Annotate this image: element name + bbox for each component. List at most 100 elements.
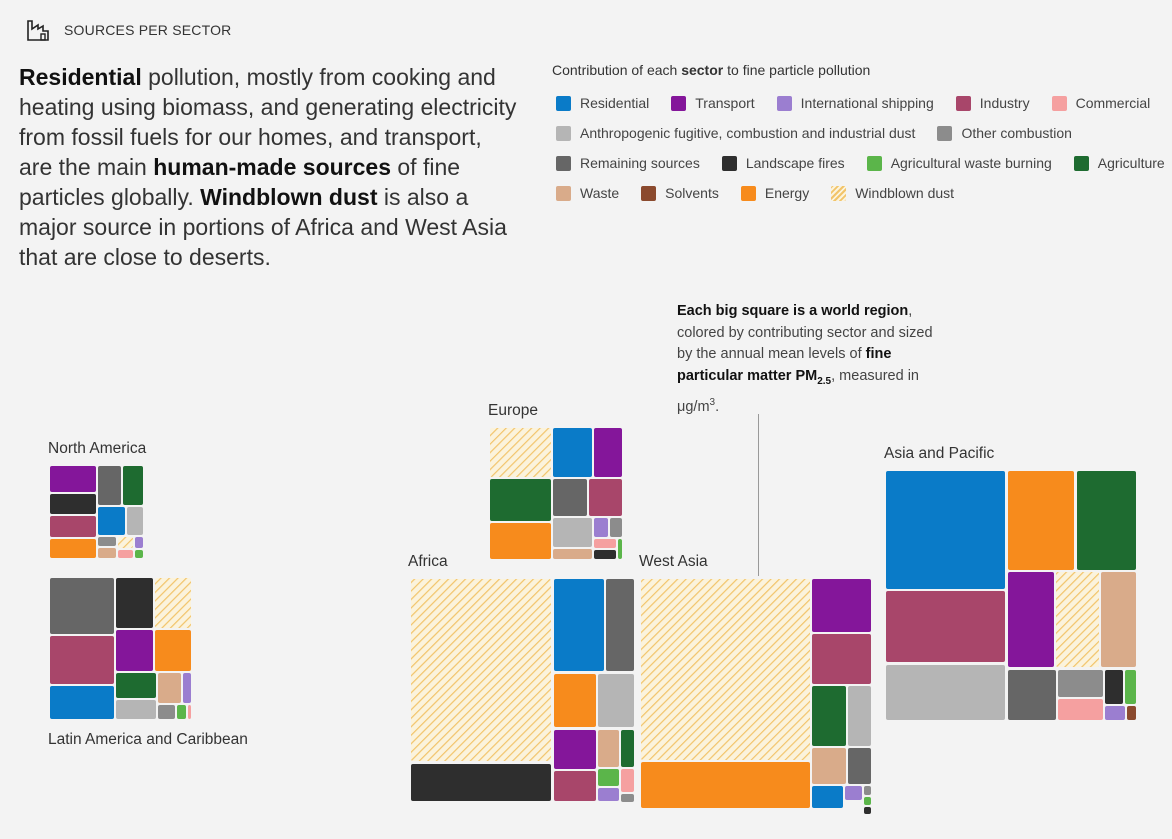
tile-africa-shipping [598, 788, 619, 801]
tile-asia-and-pacific-landscape [1105, 670, 1123, 704]
tile-west-asia-agwaste [864, 797, 871, 805]
legend-item-landscape: Landscape fires [718, 155, 845, 171]
tile-europe-industry [589, 479, 622, 516]
legend-title-post: to fine particle pollution [723, 62, 871, 78]
chart-annotation: Each big square is a world region, color… [677, 301, 937, 418]
legend-item-commercial: Commercial [1048, 95, 1151, 111]
legend-label: Agriculture [1097, 155, 1165, 171]
annotation-pm: fine particular matter PM [677, 346, 892, 384]
legend-item-transport: Transport [667, 95, 755, 111]
tile-europe-windblown [490, 428, 551, 477]
legend-swatch-windblown [831, 185, 847, 201]
legend-item-solvents: Solvents [637, 185, 719, 201]
region-label-africa: Africa [408, 553, 448, 570]
region-label-latin-america: Latin America and Caribbean [48, 731, 248, 748]
tile-asia-and-pacific-windblown [1056, 572, 1099, 667]
tile-europe-transport [594, 428, 622, 477]
legend-item-waste: Waste [552, 185, 619, 201]
legend-rows: Residential Transport International shippi… [552, 88, 1165, 208]
legend-item-industry: Industry [952, 95, 1030, 111]
tile-latin-america-and-caribbean-transport [116, 630, 153, 671]
legend-label: Energy [764, 185, 810, 201]
legend-item-shipping: International shipping [773, 95, 934, 111]
region-label-west-asia: West Asia [639, 553, 708, 570]
legend-row: Remaining sources Landscape fires Agricult… [552, 148, 1165, 178]
legend-label: Anthropogenic fugitive, combustion and i… [580, 125, 916, 141]
legend-row: Anthropogenic fugitive, combustion and i… [552, 118, 1162, 148]
legend-item-remaining: Remaining sources [552, 155, 700, 171]
tile-west-asia-energy [641, 762, 810, 808]
tile-africa-industry [554, 771, 596, 801]
tile-north-america-shipping [135, 537, 143, 548]
legend-label: Residential [580, 95, 650, 111]
tile-west-asia-shipping [845, 786, 862, 800]
tile-europe-remaining [553, 479, 587, 516]
legend-label: Commercial [1075, 95, 1151, 111]
tile-latin-america-and-caribbean-anthro [116, 700, 156, 719]
region-label-north-america: North America [48, 440, 147, 457]
treemap-africa [411, 579, 634, 802]
legend-swatch-anthro [556, 125, 571, 141]
treemap-north-america [50, 466, 143, 558]
legend-row: Residential Transport International shippi… [552, 88, 1162, 118]
tile-europe-agriculture [490, 479, 551, 521]
legend-label: Transport [695, 95, 755, 111]
legend-swatch-remaining [556, 155, 571, 171]
tile-europe-commercial [594, 539, 616, 548]
legend-title: Contribution of each sector to fine part… [552, 62, 1162, 78]
tile-asia-and-pacific-agwaste [1125, 670, 1136, 704]
tile-west-asia-windblown [641, 579, 810, 760]
tile-west-asia-industry [812, 634, 871, 684]
tile-africa-transport [554, 730, 596, 769]
legend-label: Waste [580, 185, 620, 201]
tile-west-asia-anthro [848, 686, 871, 746]
legend-label: Remaining sources [580, 155, 700, 171]
tile-asia-and-pacific-solvents [1127, 706, 1136, 720]
tile-africa-other [621, 794, 634, 802]
legend-swatch-commercial [1051, 95, 1067, 111]
tile-africa-windblown [411, 579, 551, 761]
tile-latin-america-and-caribbean-energy [155, 630, 191, 671]
tile-north-america-landscape [50, 494, 96, 514]
tile-europe-shipping [594, 518, 608, 537]
annotation-text-2: , measured in μg/m [677, 367, 919, 415]
legend-swatch-agwaste [866, 155, 882, 171]
tile-north-america-agriculture [123, 466, 143, 505]
tile-latin-america-and-caribbean-waste [158, 673, 181, 703]
legend-swatch-industry [955, 95, 971, 111]
tile-africa-energy [554, 674, 596, 727]
annotation-end: . [715, 398, 720, 415]
tile-north-america-industry [50, 516, 96, 537]
intro-paragraph: Residential pollution, mostly from cooki… [19, 62, 519, 272]
treemap-latin-america-and-caribbean [50, 578, 191, 719]
legend-title-pre: Contribution of each [552, 62, 682, 78]
tile-latin-america-and-caribbean-commercial [188, 705, 191, 719]
tile-asia-and-pacific-shipping [1105, 706, 1125, 720]
tile-africa-remaining [606, 579, 634, 671]
legend-item-agwaste: Agricultural waste burning [863, 155, 1052, 171]
intro-text-2: of fine particles globally. [19, 154, 461, 210]
tile-west-asia-landscape [864, 807, 871, 814]
tile-north-america-anthro [127, 507, 143, 535]
tile-europe-landscape [594, 550, 616, 559]
tile-asia-and-pacific-transport [1008, 572, 1054, 667]
tile-latin-america-and-caribbean-agwaste [177, 705, 186, 719]
tile-latin-america-and-caribbean-windblown [155, 578, 191, 628]
legend-item-agriculture: Agriculture [1070, 155, 1165, 171]
tile-europe-agwaste [618, 539, 622, 559]
treemap-west-asia [641, 579, 871, 814]
tile-asia-and-pacific-remaining [1008, 670, 1056, 720]
tile-africa-agriculture [621, 730, 634, 767]
legend-item-energy: Energy [737, 185, 809, 201]
tile-north-america-remaining [98, 466, 121, 505]
legend-label: International shipping [800, 95, 934, 111]
tile-latin-america-and-caribbean-other [158, 705, 175, 719]
tile-africa-waste [598, 730, 619, 767]
tile-west-asia-waste [812, 748, 846, 784]
tile-europe-other [610, 518, 622, 537]
tile-africa-agwaste [598, 769, 619, 786]
intro-bold-residential: Residential [19, 64, 142, 90]
factory-icon [27, 20, 49, 41]
tile-west-asia-agriculture [812, 686, 846, 746]
